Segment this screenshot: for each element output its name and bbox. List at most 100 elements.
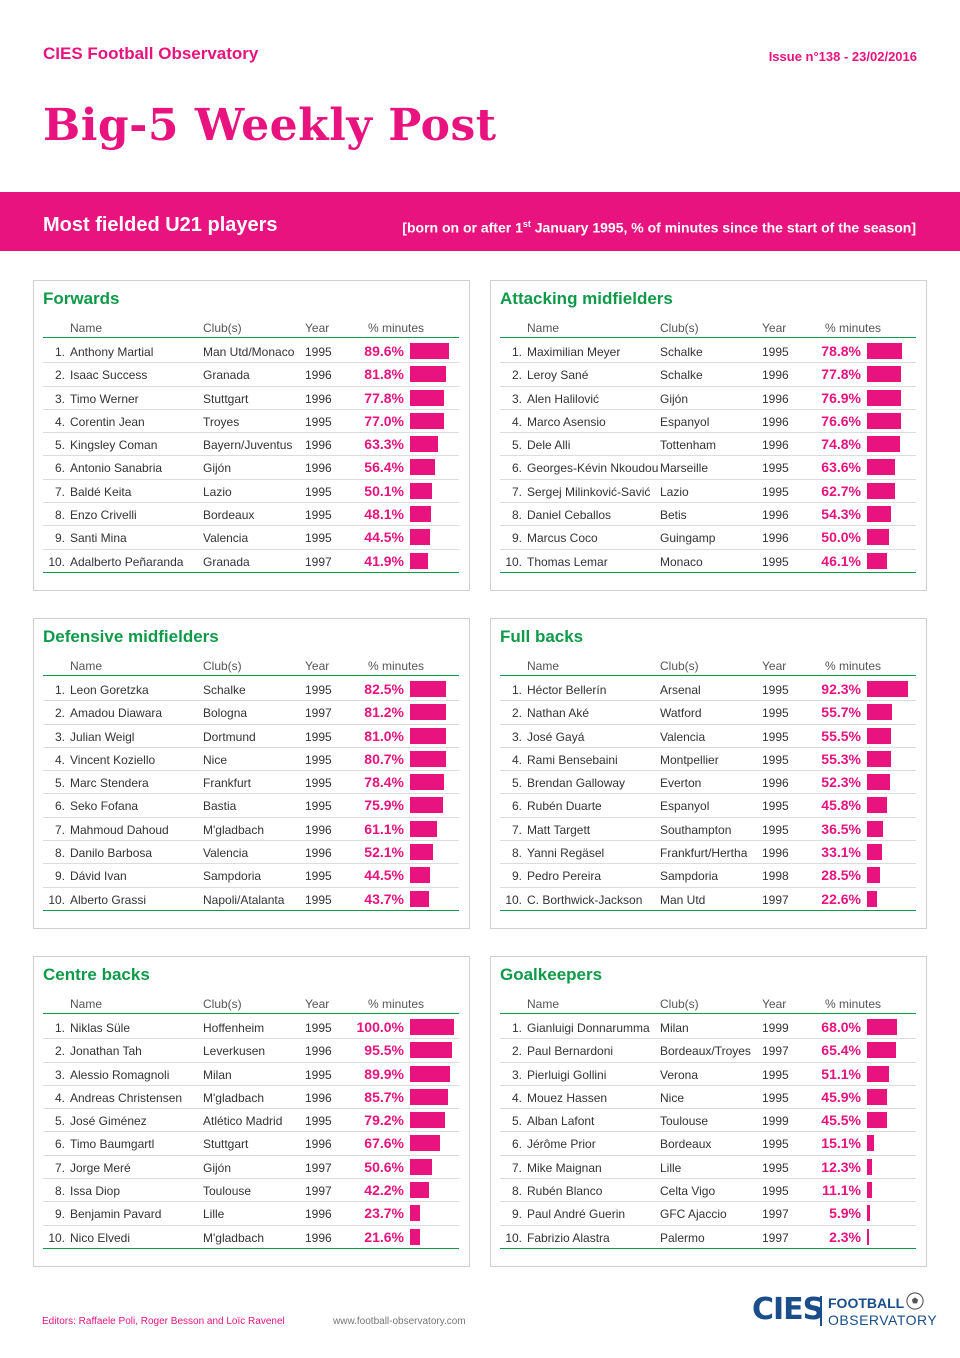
rank-cell: 9. — [54, 531, 65, 546]
rank-cell: 8. — [54, 846, 65, 861]
birth-year-cell: 1996 — [305, 1230, 332, 1245]
birth-year-cell: 1995 — [762, 706, 789, 721]
rank-cell: 10. — [505, 1230, 522, 1245]
rank-cell: 8. — [511, 1184, 522, 1199]
player-name-cell: Andreas Christensen — [70, 1090, 183, 1105]
player-name-cell: Benjamin Pavard — [70, 1207, 162, 1222]
birth-year-cell: 1997 — [305, 1184, 332, 1199]
minutes-pct-cell: 46.1% — [821, 552, 861, 569]
minutes-bar — [410, 681, 447, 697]
birth-year-cell: 1995 — [762, 461, 789, 476]
table-row: 6. Georges-Kévin Nkoudou Marseille 1995 63.6… — [500, 456, 916, 480]
minutes-bar — [867, 343, 902, 359]
minutes-bar — [867, 681, 908, 697]
club-cell: Sampdoria — [660, 869, 719, 884]
table-body: 1. Maximilian Meyer Schalke 1995 78.8% 2. Lero… — [500, 340, 916, 573]
player-name-cell: Rami Bensebaini — [527, 752, 618, 767]
minutes-bar — [867, 774, 890, 791]
player-name-cell: Georges-Kévin Nkoudou — [527, 461, 659, 476]
minutes-pct-cell: 61.1% — [364, 820, 404, 837]
table-row: 8. Issa Diop Toulouse 1997 42.2% — [43, 1179, 459, 1203]
club-cell: Hoffenheim — [203, 1021, 265, 1035]
minutes-pct-cell: 45.5% — [821, 1112, 861, 1129]
minutes-pct-cell: 100.0% — [356, 1019, 404, 1035]
table-row: 7. Sergej Milinković-Savić Lazio 1995 62.7% — [500, 480, 916, 504]
birth-year-cell: 1996 — [762, 391, 789, 406]
birth-year-cell: 1995 — [305, 892, 332, 907]
table-row: 8. Daniel Ceballos Betis 1996 54.3% — [500, 503, 916, 527]
rank-cell: 7. — [54, 822, 65, 837]
table-row: 6. Rubén Duarte Espanyol 1995 45.8% — [500, 794, 916, 818]
player-name-cell: Marc Stendera — [70, 776, 149, 791]
player-name-cell: Kingsley Coman — [70, 438, 158, 453]
player-name-cell: Seko Fofana — [70, 799, 139, 814]
minutes-bar — [867, 482, 895, 499]
minutes-bar — [410, 704, 446, 721]
table-header: Name Club(s) Year % minutes — [43, 321, 459, 338]
player-name-cell: Leroy Sané — [527, 368, 589, 383]
rank-cell: 7. — [54, 1160, 65, 1175]
minutes-pct-cell: 21.6% — [364, 1228, 404, 1245]
minutes-pct-cell: 77.8% — [821, 366, 861, 383]
club-cell: Troyes — [203, 414, 240, 429]
rank-cell: 9. — [511, 1207, 522, 1222]
player-name-cell: Fabrizio Alastra — [527, 1230, 610, 1245]
birth-year-cell: 1995 — [762, 345, 789, 359]
club-cell: Marseille — [660, 461, 709, 476]
table-row: 6. Seko Fofana Bastia 1995 75.9% — [43, 794, 459, 818]
player-name-cell: Alban Lafont — [527, 1114, 595, 1129]
rank-cell: 8. — [511, 508, 522, 523]
column-header-year: Year — [305, 997, 330, 1011]
player-name-cell: Vincent Koziello — [70, 752, 156, 767]
column-header-club: Club(s) — [660, 997, 699, 1011]
birth-year-cell: 1996 — [762, 368, 789, 383]
club-cell: Stuttgart — [203, 1137, 249, 1152]
player-name-cell: Héctor Bellerín — [527, 683, 607, 697]
club-cell: Stuttgart — [203, 391, 249, 406]
birth-year-cell: 1995 — [762, 1160, 789, 1175]
player-name-cell: Isaac Success — [70, 368, 148, 383]
rank-cell: 6. — [54, 461, 65, 476]
table-body: 1. Gianluigi Donnarumma Milan 1999 68.0% 2. Pa… — [500, 1016, 916, 1249]
player-name-cell: Nico Elvedi — [70, 1230, 131, 1245]
minutes-bar — [867, 412, 901, 429]
table-row: 9. Dávid Ivan Sampdoria 1995 44.5% — [43, 864, 459, 888]
club-cell: Man Utd/Monaco — [203, 345, 295, 359]
panel-attacking-midfielders: Attacking midfielders Name Club(s) Year % mi… — [490, 280, 927, 591]
panel-title: Centre backs — [43, 965, 150, 984]
table-row: 5. Brendan Galloway Everton 1996 52.3% — [500, 771, 916, 795]
section-banner: Most fielded U21 players [born on or aft… — [0, 192, 960, 251]
minutes-bar — [867, 820, 884, 837]
minutes-bar — [410, 867, 430, 884]
table-row: 3. Timo Werner Stuttgart 1996 77.8% — [43, 387, 459, 410]
birth-year-cell: 1995 — [305, 776, 332, 791]
player-name-cell: Danilo Barbosa — [70, 846, 153, 861]
column-header-pct: % minutes — [368, 997, 425, 1011]
minutes-pct-cell: 95.5% — [364, 1042, 404, 1059]
minutes-pct-cell: 76.9% — [821, 389, 861, 406]
club-cell: Man Utd — [660, 892, 706, 907]
player-name-cell: Nathan Aké — [527, 706, 590, 721]
table-row: 5. Kingsley Coman Bayern/Juventus 1996 63.3% — [43, 433, 459, 457]
table-row: 9. Santi Mina Valencia 1995 44.5% — [43, 526, 459, 550]
minutes-bar — [867, 797, 888, 814]
website-link[interactable]: www.football-observatory.com — [333, 1316, 466, 1327]
club-cell: Arsenal — [660, 683, 701, 697]
table-row: 7. Baldé Keita Lazio 1995 50.1% — [43, 480, 459, 504]
minutes-bar — [867, 1158, 873, 1175]
minutes-bar — [410, 1088, 448, 1105]
birth-year-cell: 1995 — [305, 1114, 332, 1129]
player-name-cell: Pedro Pereira — [527, 869, 602, 884]
table-body: 1. Anthony Martial Man Utd/Monaco 1995 89.6%… — [43, 340, 459, 573]
club-cell: Gijón — [203, 1160, 232, 1175]
rank-cell: 4. — [54, 414, 65, 429]
rank-cell: 3. — [54, 391, 65, 406]
table-row: 2. Leroy Sané Schalke 1996 77.8% — [500, 363, 916, 387]
table-row: 2. Isaac Success Granada 1996 81.8% — [43, 363, 459, 387]
table-row: 7. Mahmoud Dahoud M'gladbach 1996 61.1% — [43, 818, 459, 842]
table-row: 8. Rubén Blanco Celta Vigo 1995 11.1% — [500, 1179, 916, 1203]
minutes-bar — [867, 1228, 869, 1245]
minutes-pct-cell: 52.3% — [821, 774, 861, 791]
club-cell: Bastia — [203, 799, 237, 814]
table-body: 1. Leon Goretzka Schalke 1995 82.5% 2. Amadou … — [43, 678, 459, 911]
